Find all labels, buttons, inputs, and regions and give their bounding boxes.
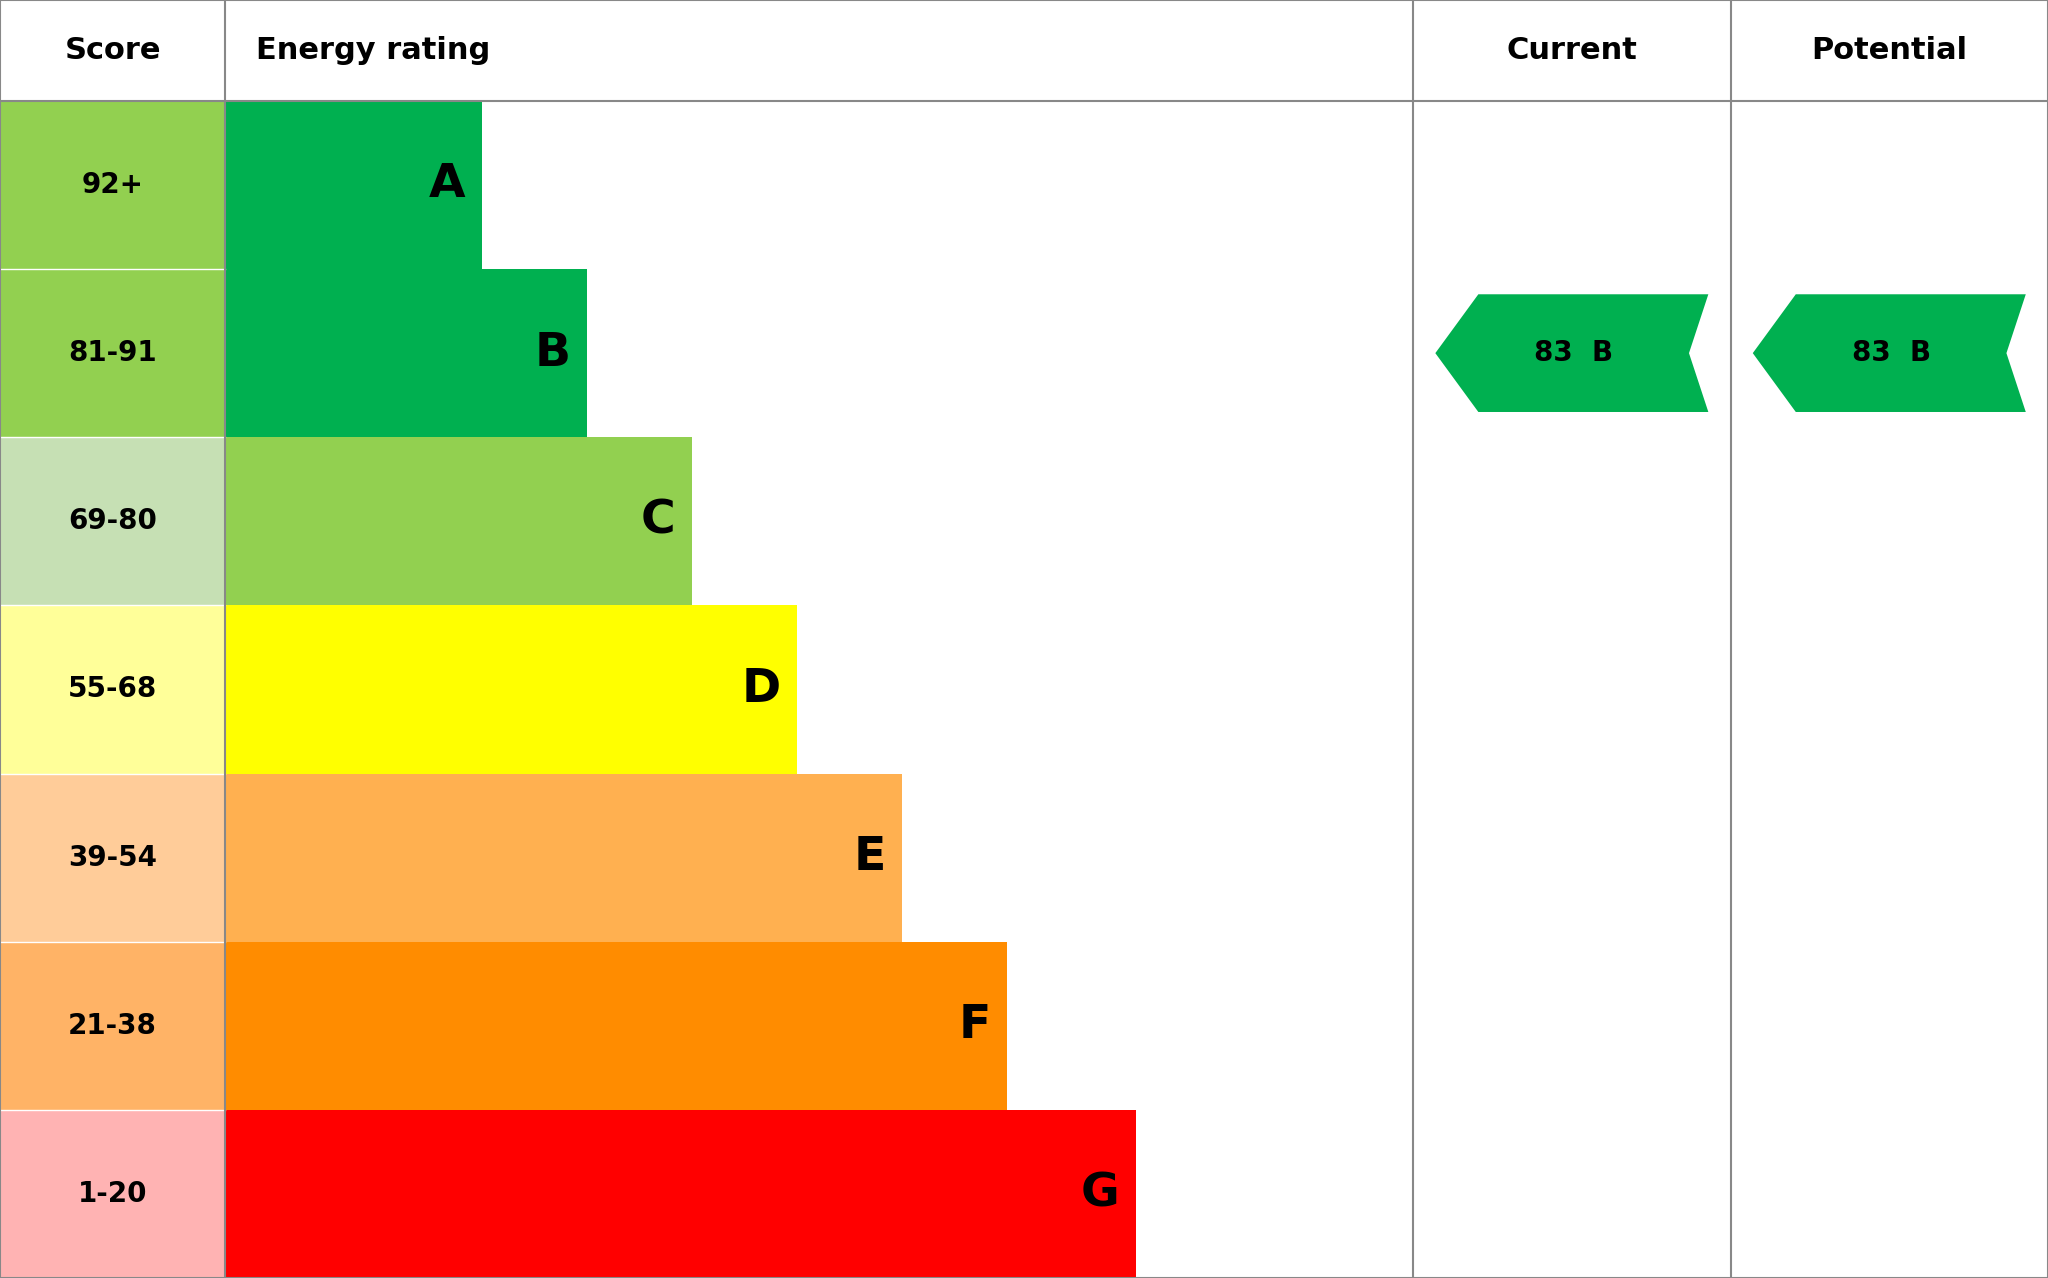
Text: 55-68: 55-68 <box>68 676 158 703</box>
Text: D: D <box>741 667 780 712</box>
Text: Potential: Potential <box>1810 36 1968 65</box>
Bar <box>225 101 481 270</box>
Text: Score: Score <box>63 36 162 65</box>
Bar <box>0 1109 225 1278</box>
Text: C: C <box>641 498 676 544</box>
Text: 83  B: 83 B <box>1534 339 1614 367</box>
Bar <box>0 606 225 773</box>
Polygon shape <box>1753 294 2025 412</box>
Text: F: F <box>958 1003 991 1048</box>
Text: B: B <box>535 331 571 376</box>
Text: Energy rating: Energy rating <box>256 36 489 65</box>
Text: 92+: 92+ <box>82 171 143 199</box>
Bar <box>225 773 903 942</box>
Bar <box>225 1109 1137 1278</box>
Text: 81-91: 81-91 <box>68 339 158 367</box>
Text: A: A <box>430 162 465 207</box>
Bar <box>0 270 225 437</box>
Text: E: E <box>854 835 887 881</box>
Text: 1-20: 1-20 <box>78 1180 147 1208</box>
Text: Current: Current <box>1507 36 1636 65</box>
Bar <box>225 606 797 773</box>
Text: 39-54: 39-54 <box>68 843 158 872</box>
Bar <box>0 773 225 942</box>
Bar <box>225 270 588 437</box>
Polygon shape <box>1436 294 1708 412</box>
Bar <box>225 942 1008 1109</box>
Bar <box>0 942 225 1109</box>
Text: 69-80: 69-80 <box>68 507 158 535</box>
Bar <box>0 437 225 606</box>
Text: 21-38: 21-38 <box>68 1012 158 1040</box>
Bar <box>0 0 2048 101</box>
Text: G: G <box>1081 1172 1120 1217</box>
Text: 83  B: 83 B <box>1851 339 1931 367</box>
Bar <box>225 437 692 606</box>
Bar <box>0 101 225 270</box>
